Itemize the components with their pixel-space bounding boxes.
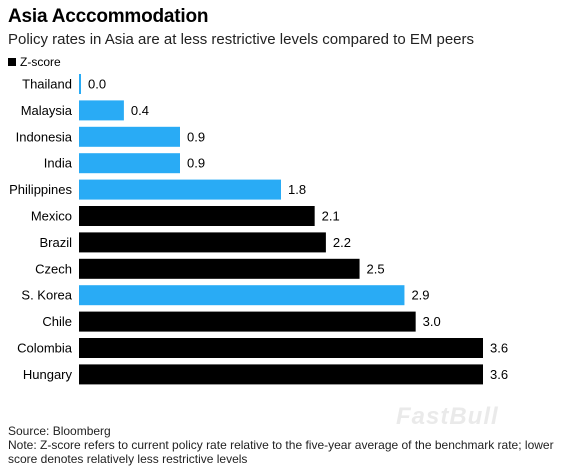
category-label: Philippines	[9, 182, 72, 197]
category-label: S. Korea	[21, 288, 72, 303]
bar	[79, 338, 483, 358]
category-label: Czech	[35, 261, 72, 276]
category-label: Indonesia	[16, 129, 73, 144]
chart-footer: Source: Bloomberg Note: Z-score refers t…	[8, 424, 576, 466]
category-label: Mexico	[31, 209, 72, 224]
value-label: 0.9	[187, 156, 205, 171]
value-label: 1.8	[288, 182, 306, 197]
bar	[79, 364, 483, 385]
category-label: Malaysia	[21, 103, 73, 118]
category-label: Brazil	[39, 235, 72, 250]
bar	[79, 153, 180, 174]
value-label: 3.0	[423, 314, 441, 329]
value-label: 2.2	[333, 235, 351, 250]
category-label: Chile	[42, 314, 72, 329]
value-label: 2.1	[322, 209, 340, 224]
footnote: Note: Z-score refers to current policy r…	[8, 438, 554, 466]
value-label: 2.9	[411, 288, 429, 303]
chart-title: Asia Acccommodation	[8, 6, 209, 27]
legend: Z-score	[8, 55, 61, 69]
bar	[79, 100, 124, 121]
category-label: Thailand	[22, 77, 72, 92]
bar	[79, 74, 81, 94]
bar	[79, 126, 180, 147]
category-label: Colombia	[17, 341, 73, 356]
value-label: 0.0	[88, 77, 106, 92]
bar-chart: Thailand 0.0 Malaysia 0.4 Indonesia 0.9 India 0…	[9, 74, 508, 385]
category-label: Hungary	[23, 367, 73, 382]
bar	[79, 179, 281, 200]
value-label: 0.9	[187, 129, 205, 144]
bar	[79, 258, 360, 279]
category-label: India	[44, 156, 73, 171]
value-label: 3.6	[490, 341, 508, 356]
watermark-logo: FastBull	[396, 403, 499, 430]
value-label: 2.5	[367, 261, 385, 276]
legend-swatch	[8, 58, 16, 66]
bar	[79, 206, 315, 226]
value-label: 3.6	[490, 367, 508, 382]
chart-subtitle: Policy rates in Asia are at less restric…	[8, 31, 475, 48]
bar	[79, 311, 416, 332]
legend-label: Z-score	[20, 55, 61, 69]
bar	[79, 232, 326, 253]
source-note: Source: Bloomberg	[8, 424, 111, 438]
value-label: 0.4	[131, 103, 149, 118]
bar	[79, 285, 405, 306]
